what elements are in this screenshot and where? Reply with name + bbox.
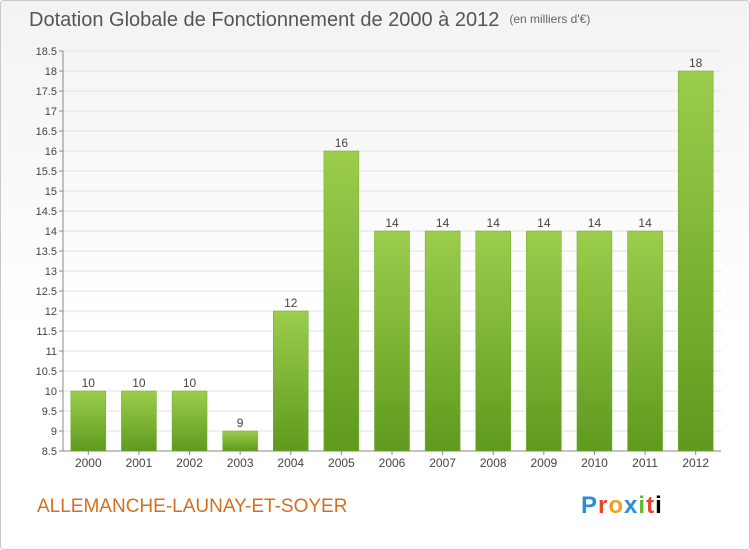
y-tick-label: 13 bbox=[45, 266, 57, 278]
y-tick-label: 9 bbox=[51, 426, 57, 438]
bar bbox=[374, 230, 410, 452]
bar-value-label: 14 bbox=[638, 216, 652, 230]
logo-letter: r bbox=[598, 492, 609, 519]
bar bbox=[171, 390, 208, 452]
y-tick-label: 18 bbox=[45, 66, 57, 78]
y-tick-label: 9.5 bbox=[42, 406, 57, 418]
bar-value-label: 9 bbox=[237, 416, 244, 430]
bar-value-label: 10 bbox=[82, 376, 96, 390]
bar-value-label: 14 bbox=[588, 216, 602, 230]
x-tick-label: 2006 bbox=[379, 456, 406, 470]
bar bbox=[576, 230, 613, 452]
chart-unit: (en milliers d'€) bbox=[509, 12, 591, 26]
x-tick-label: 2004 bbox=[277, 456, 304, 470]
y-tick-label: 18.5 bbox=[36, 46, 57, 58]
bar-value-label: 14 bbox=[487, 216, 501, 230]
x-tick-label: 2007 bbox=[429, 456, 456, 470]
x-tick-label: 2012 bbox=[682, 456, 709, 470]
logo-letter: x bbox=[624, 492, 639, 519]
y-tick-label: 13.5 bbox=[36, 246, 57, 258]
bar-chart: 8.5 9 9.5 10 10.5 11 11.5 12 12.5 13 13.5 14 14.5 15 1… bbox=[36, 46, 721, 470]
bar bbox=[121, 390, 157, 452]
bar bbox=[677, 70, 714, 452]
chart-title-text: Dotation Globale de Fonctionnement de 20… bbox=[29, 9, 500, 31]
logo-letter: i bbox=[638, 492, 647, 519]
bar bbox=[70, 390, 107, 452]
y-tick-label: 16.5 bbox=[36, 126, 57, 138]
bar bbox=[627, 230, 663, 452]
y-tick-label: 12 bbox=[45, 306, 57, 318]
x-tick-label: 2009 bbox=[530, 456, 557, 470]
y-tick-label: 15 bbox=[45, 186, 57, 198]
y-tick-label: 10.5 bbox=[36, 366, 57, 378]
bar-value-label: 10 bbox=[183, 376, 197, 390]
proxiti-logo[interactable]: Proxiti bbox=[581, 492, 663, 520]
bar-value-label: 12 bbox=[284, 296, 298, 310]
bar bbox=[526, 230, 562, 452]
bar bbox=[273, 310, 309, 452]
y-tick-label: 17.5 bbox=[36, 86, 57, 98]
bar-value-label: 10 bbox=[132, 376, 146, 390]
y-tick-label: 10 bbox=[45, 386, 57, 398]
bar-value-label: 14 bbox=[385, 216, 399, 230]
y-tick-label: 11 bbox=[46, 346, 57, 358]
y-tick-label: 14 bbox=[45, 226, 57, 238]
x-tick-label: 2000 bbox=[75, 456, 102, 470]
bar bbox=[424, 230, 461, 452]
x-tick-label: 2011 bbox=[632, 456, 658, 470]
bar bbox=[222, 430, 258, 452]
bar bbox=[323, 150, 360, 452]
bar-value-label: 16 bbox=[335, 136, 349, 150]
bar-value-label: 14 bbox=[537, 216, 551, 230]
bar bbox=[475, 230, 511, 452]
y-tick-label: 8.5 bbox=[42, 446, 57, 458]
x-tick-label: 2010 bbox=[581, 456, 608, 470]
logo-letter: P bbox=[581, 492, 599, 519]
y-tick-label: 11.5 bbox=[36, 326, 57, 338]
logo-letter: o bbox=[608, 492, 625, 519]
y-tick-label: 14.5 bbox=[36, 206, 57, 218]
x-tick-label: 2002 bbox=[176, 456, 203, 470]
bar-value-label: 18 bbox=[689, 56, 703, 70]
logo-letter: t bbox=[646, 492, 656, 519]
y-tick-label: 17 bbox=[45, 106, 57, 118]
y-tick-label: 16 bbox=[45, 146, 57, 158]
chart-title: Dotation Globale de Fonctionnement de 20… bbox=[29, 9, 590, 32]
x-tick-label: 2003 bbox=[227, 456, 254, 470]
x-tick-label: 2005 bbox=[328, 456, 355, 470]
logo-letter: i bbox=[655, 492, 663, 519]
commune-name: ALLEMANCHE-LAUNAY-ET-SOYER bbox=[37, 496, 348, 517]
x-tick-label: 2001 bbox=[126, 456, 153, 470]
y-tick-label: 15.5 bbox=[36, 166, 57, 178]
y-tick-label: 12.5 bbox=[36, 286, 57, 298]
bar-value-label: 14 bbox=[436, 216, 450, 230]
x-tick-label: 2008 bbox=[480, 456, 507, 470]
